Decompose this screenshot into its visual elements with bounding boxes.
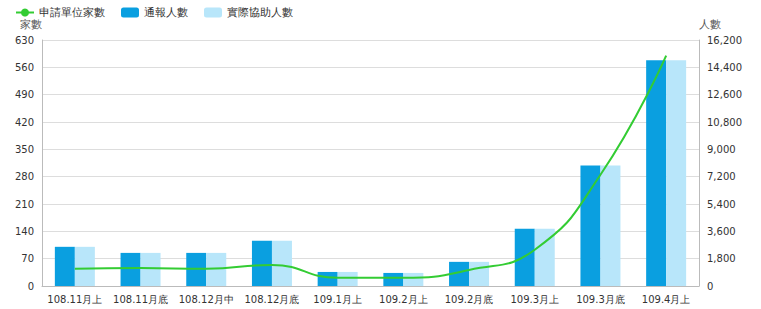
svg-text:0: 0 [707,281,713,292]
svg-text:實際協助人數: 實際協助人數 [227,6,293,19]
svg-text:109.2月底: 109.2月底 [445,294,494,305]
svg-text:108.11月底: 108.11月底 [113,294,168,305]
svg-text:16,200: 16,200 [707,35,742,46]
svg-text:1,800: 1,800 [707,253,736,264]
svg-text:12,600: 12,600 [707,89,742,100]
svg-text:家數: 家數 [20,18,42,31]
svg-text:108.11月上: 108.11月上 [47,294,102,305]
svg-text:108.12月中: 108.12月中 [179,294,234,305]
svg-text:0: 0 [28,281,34,292]
svg-text:7,200: 7,200 [707,171,736,182]
svg-text:3,600: 3,600 [707,226,736,237]
svg-text:109.1月上: 109.1月上 [313,294,362,305]
svg-text:9,000: 9,000 [707,144,736,155]
svg-text:108.12月底: 108.12月底 [244,294,299,305]
svg-text:350: 350 [15,144,34,155]
svg-text:280: 280 [15,171,34,182]
svg-text:10,800: 10,800 [707,117,742,128]
svg-text:140: 140 [15,226,34,237]
svg-text:490: 490 [15,89,34,100]
svg-text:申請單位家數: 申請單位家數 [39,6,105,19]
svg-text:109.3月上: 109.3月上 [510,294,559,305]
svg-text:14,400: 14,400 [707,62,742,73]
svg-text:630: 630 [15,35,34,46]
svg-text:560: 560 [15,62,34,73]
svg-text:420: 420 [15,117,34,128]
svg-text:210: 210 [15,199,34,210]
svg-text:109.2月上: 109.2月上 [379,294,428,305]
svg-text:通報人數: 通報人數 [144,6,188,19]
svg-text:70: 70 [21,253,34,264]
svg-text:5,400: 5,400 [707,199,736,210]
svg-text:109.3月底: 109.3月底 [576,294,625,305]
svg-text:人數: 人數 [699,18,721,31]
svg-text:109.4月上: 109.4月上 [642,294,691,305]
